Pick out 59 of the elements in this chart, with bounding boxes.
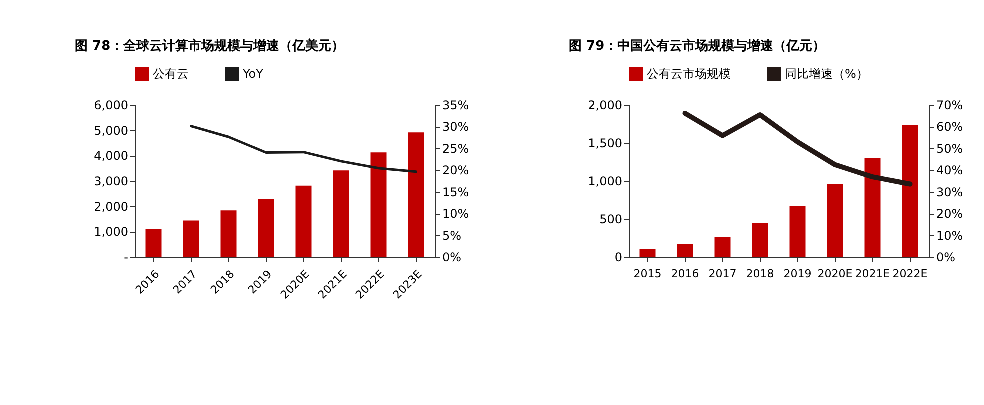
bar [790, 206, 806, 257]
bar [677, 244, 694, 257]
y2-tick-label: 40% [936, 164, 964, 178]
chart-title: 图 78：全球云计算市场规模与增速（亿美元） [75, 38, 345, 54]
bar [752, 224, 768, 257]
x-tick-label: 2022E [892, 268, 928, 280]
legend-label: YoY [242, 67, 264, 81]
y-tick-label: 5,000 [94, 124, 128, 138]
y-tick-label: 6,000 [94, 98, 128, 112]
bar [640, 249, 656, 257]
bar [183, 220, 200, 257]
y2-tick-label: 10% [936, 228, 964, 243]
y-tick-label: 0 [614, 250, 622, 264]
x-tick-label: 2020E [818, 268, 853, 280]
x-tick-label: 2016 [671, 268, 700, 280]
y-tick-label: 2,000 [94, 200, 128, 214]
y-tick-label: 1,500 [588, 136, 622, 150]
bar [370, 152, 387, 257]
chart-title: 图 79：中国公有云市场规模与增速（亿元） [569, 38, 826, 54]
y2-tick-label: 20% [936, 207, 964, 222]
bar [902, 126, 918, 257]
bar [827, 184, 844, 257]
y2-tick-label: 0% [936, 250, 956, 264]
bar [220, 210, 237, 257]
y-tick-label: 500 [600, 212, 622, 226]
y2-tick-label: 20% [442, 164, 470, 178]
y2-tick-label: 5% [442, 228, 462, 243]
bar [714, 237, 731, 257]
y2-tick-label: 60% [936, 120, 964, 134]
y2-tick-label: 0% [442, 250, 462, 264]
bar [296, 186, 312, 257]
y2-tick-label: 30% [442, 120, 470, 134]
bar [258, 199, 274, 257]
bar [864, 158, 881, 257]
y-tick-label: 3,000 [94, 174, 128, 188]
y-tick-label: 2,000 [588, 98, 622, 112]
y-tick-label: 1,000 [588, 174, 622, 188]
y2-tick-label: 35% [442, 98, 470, 112]
x-tick-label: 2019 [784, 268, 812, 280]
legend-label: 公有云市场规模 [647, 67, 731, 81]
y2-tick-label: 25% [442, 142, 470, 156]
bar [408, 132, 424, 257]
legend-label: 公有云 [153, 67, 189, 81]
bar [146, 229, 162, 257]
y-tick-label: 1,000 [94, 225, 128, 240]
y2-tick-label: 70% [936, 98, 964, 112]
y-tick-label: - [124, 250, 128, 264]
y2-tick-label: 15% [442, 185, 470, 200]
line-series [190, 125, 418, 174]
y2-tick-label: 30% [936, 185, 964, 200]
x-tick-label: 2018 [746, 268, 774, 280]
y2-tick-label: 10% [442, 207, 470, 222]
legend-label: 同比增速（%） [785, 67, 868, 81]
x-tick-label: 2017 [708, 268, 737, 280]
x-tick-label: 2015 [634, 268, 662, 280]
bar [333, 170, 350, 257]
y-tick-label: 4,000 [94, 149, 128, 164]
y2-tick-label: 50% [936, 142, 964, 156]
x-tick-label: 2021E [855, 268, 890, 280]
